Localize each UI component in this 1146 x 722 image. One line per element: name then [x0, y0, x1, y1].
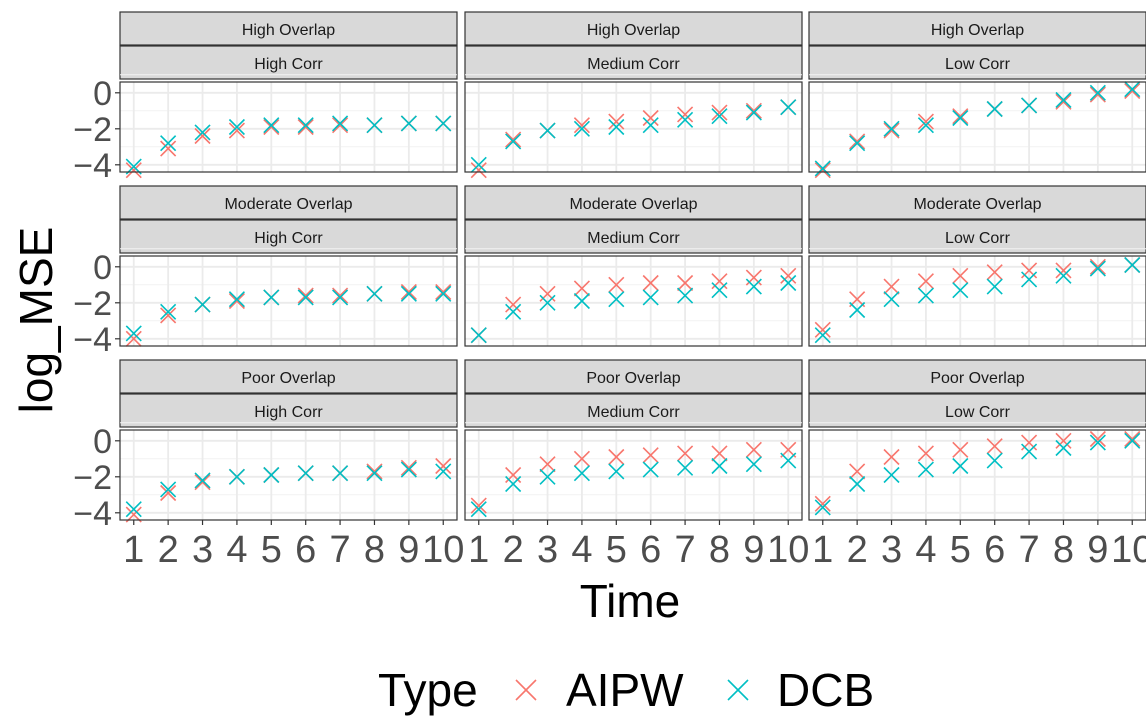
- panel-row-1-col-0: [120, 249, 457, 346]
- x-tick-label: 3: [192, 529, 213, 571]
- panel-row-0-col-2: [809, 75, 1146, 178]
- x-tick-label: 6: [640, 529, 661, 571]
- panel-background: [465, 82, 802, 172]
- x-tick-label: 5: [606, 529, 627, 571]
- x-tick-label: 8: [364, 529, 385, 571]
- x-tick-label: 7: [1019, 529, 1040, 571]
- facet-col-label: Low Corr: [945, 230, 1011, 247]
- x-tick-label: 9: [743, 529, 764, 571]
- panel-row-0-col-0: [120, 75, 457, 178]
- y-tick-label: −4: [73, 321, 112, 359]
- facet-col-label: Medium Corr: [587, 404, 680, 421]
- x-tick-label: 4: [226, 529, 247, 571]
- facet-row-label: Moderate Overlap: [224, 196, 352, 213]
- facet-col-label: High Corr: [254, 56, 323, 73]
- panel-background: [465, 430, 802, 520]
- panel-row-2-col-2: [809, 423, 1146, 520]
- legend: Type AIPW DCB: [378, 664, 874, 716]
- facet-col-label: Low Corr: [945, 56, 1011, 73]
- x-tick-label: 3: [881, 529, 902, 571]
- x-tick-label: 5: [261, 529, 282, 571]
- legend-label-dcb: DCB: [777, 664, 874, 716]
- facet-row-label: Poor Overlap: [586, 370, 680, 387]
- legend-title: Type: [378, 664, 478, 716]
- x-tick-label: 8: [1053, 529, 1074, 571]
- x-tick-label: 9: [398, 529, 419, 571]
- panel-background: [120, 82, 457, 172]
- facet-row-label: High Overlap: [587, 22, 680, 39]
- legend-key-dcb: [728, 680, 748, 700]
- panel-row-1-col-1: [465, 249, 802, 346]
- panel-row-0-col-1: [465, 75, 802, 178]
- panel-row-2-col-1: [465, 423, 802, 520]
- x-tick-label: 2: [847, 529, 868, 571]
- facet-col-label: Low Corr: [945, 404, 1011, 421]
- legend-key-aipw: [516, 680, 536, 700]
- facet-col-label: Medium Corr: [587, 56, 680, 73]
- x-tick-label: 5: [950, 529, 971, 571]
- y-tick-label: 0: [93, 423, 112, 461]
- facet-row-label: Poor Overlap: [241, 370, 335, 387]
- x-tick-label: 4: [571, 529, 592, 571]
- x-axis-title: Time: [580, 575, 681, 627]
- x-tick-label: 6: [984, 529, 1005, 571]
- facet-row-label: Moderate Overlap: [569, 196, 697, 213]
- x-tick-label: 7: [330, 529, 351, 571]
- x-tick-label: 3: [537, 529, 558, 571]
- x-tick-label: 4: [915, 529, 936, 571]
- x-tick-label: 2: [503, 529, 524, 571]
- facet-col-label: High Corr: [254, 230, 323, 247]
- y-tick-label: 0: [93, 249, 112, 287]
- x-tick-label: 1: [812, 529, 833, 571]
- x-tick-label: 10: [767, 529, 809, 571]
- facet-row-label: Poor Overlap: [930, 370, 1024, 387]
- facet-row-label: High Overlap: [242, 22, 335, 39]
- panel-background: [809, 430, 1146, 520]
- y-tick-label: −4: [73, 147, 112, 185]
- facet-row-label: Moderate Overlap: [913, 196, 1041, 213]
- x-tick-label: 10: [422, 529, 464, 571]
- facet-col-label: High Corr: [254, 404, 323, 421]
- y-tick-label: −2: [73, 285, 112, 323]
- panel-row-1-col-2: [809, 249, 1146, 346]
- x-tick-label: 2: [158, 529, 179, 571]
- x-tick-label: 1: [468, 529, 489, 571]
- x-tick-label: 8: [709, 529, 730, 571]
- x-tick-label: 1: [123, 529, 144, 571]
- y-axis-title: log_MSE: [10, 227, 62, 414]
- facet-row-label: High Overlap: [931, 22, 1024, 39]
- x-tick-label: 7: [675, 529, 696, 571]
- y-tick-label: 0: [93, 75, 112, 113]
- y-tick-label: −2: [73, 111, 112, 149]
- facet-col-label: Medium Corr: [587, 230, 680, 247]
- panel-background: [465, 256, 802, 346]
- legend-label-aipw: AIPW: [566, 664, 684, 716]
- x-tick-label: 9: [1087, 529, 1108, 571]
- panel-background: [120, 430, 457, 520]
- x-tick-label: 6: [295, 529, 316, 571]
- y-tick-label: −2: [73, 459, 112, 497]
- panel-row-2-col-0: [120, 423, 457, 522]
- panel-background: [120, 256, 457, 346]
- x-tick-label: 10: [1111, 529, 1146, 571]
- y-tick-label: −4: [73, 495, 112, 533]
